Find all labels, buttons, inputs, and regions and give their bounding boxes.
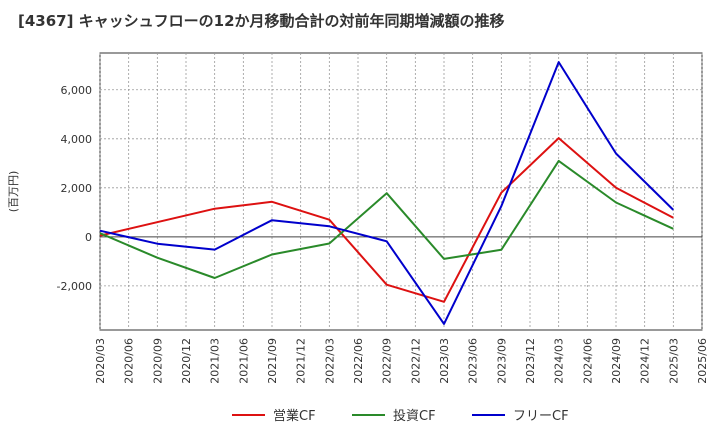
x-tick-label: 2023/12 xyxy=(524,338,537,384)
y-axis-label: (百万円) xyxy=(7,171,20,213)
legend: 営業CF 投資CF フリーCF xyxy=(232,408,569,424)
x-tick-label: 2021/06 xyxy=(237,338,250,384)
x-tick-label: 2020/12 xyxy=(180,338,193,384)
y-tick-label: 0 xyxy=(85,231,92,244)
x-tick-label: 2020/03 xyxy=(94,338,107,384)
x-tick-label: 2024/06 xyxy=(581,338,594,384)
x-tick-label: 2022/03 xyxy=(323,338,336,384)
series-line xyxy=(99,137,674,303)
x-tick-label: 2023/03 xyxy=(438,338,451,384)
x-tick-label: 2022/06 xyxy=(352,338,365,384)
y-tick-label: 6,000 xyxy=(61,84,93,97)
x-tick-label: 2024/09 xyxy=(610,338,623,384)
legend-label: フリーCF xyxy=(513,409,569,424)
legend-label: 営業CF xyxy=(273,408,316,424)
x-tick-label: 2021/03 xyxy=(209,338,222,384)
y-tick-label: -2,000 xyxy=(57,280,92,293)
x-tick-label: 2023/09 xyxy=(495,338,508,384)
y-tick-label: 2,000 xyxy=(61,182,93,195)
x-tick-label: 2022/09 xyxy=(381,338,394,384)
series-layer xyxy=(99,61,675,325)
x-tick-label: 2023/06 xyxy=(467,338,480,384)
series-line xyxy=(99,159,674,279)
x-tick-label: 2022/12 xyxy=(409,338,422,384)
x-tick-label: 2020/06 xyxy=(123,338,136,384)
x-tick-label: 2024/12 xyxy=(639,338,652,384)
x-tick-label: 2021/12 xyxy=(295,338,308,384)
x-tick-label: 2025/03 xyxy=(667,338,680,384)
x-tick-label: 2021/09 xyxy=(266,338,279,384)
y-tick-label: 4,000 xyxy=(61,133,93,146)
x-tick-label: 2025/06 xyxy=(696,338,709,384)
axis-layer: -2,000 0 2,000 4,000 6,000 (百万円) 2020/03 2020/0… xyxy=(7,84,709,384)
series-line xyxy=(99,61,675,325)
x-tick-label: 2024/03 xyxy=(553,338,566,384)
legend-label: 投資CF xyxy=(393,408,436,424)
chart-title: [4367] キャッシュフローの12か月移動合計の対前年同期増減額の推移 xyxy=(18,12,505,30)
x-tick-label: 2020/09 xyxy=(151,338,164,384)
